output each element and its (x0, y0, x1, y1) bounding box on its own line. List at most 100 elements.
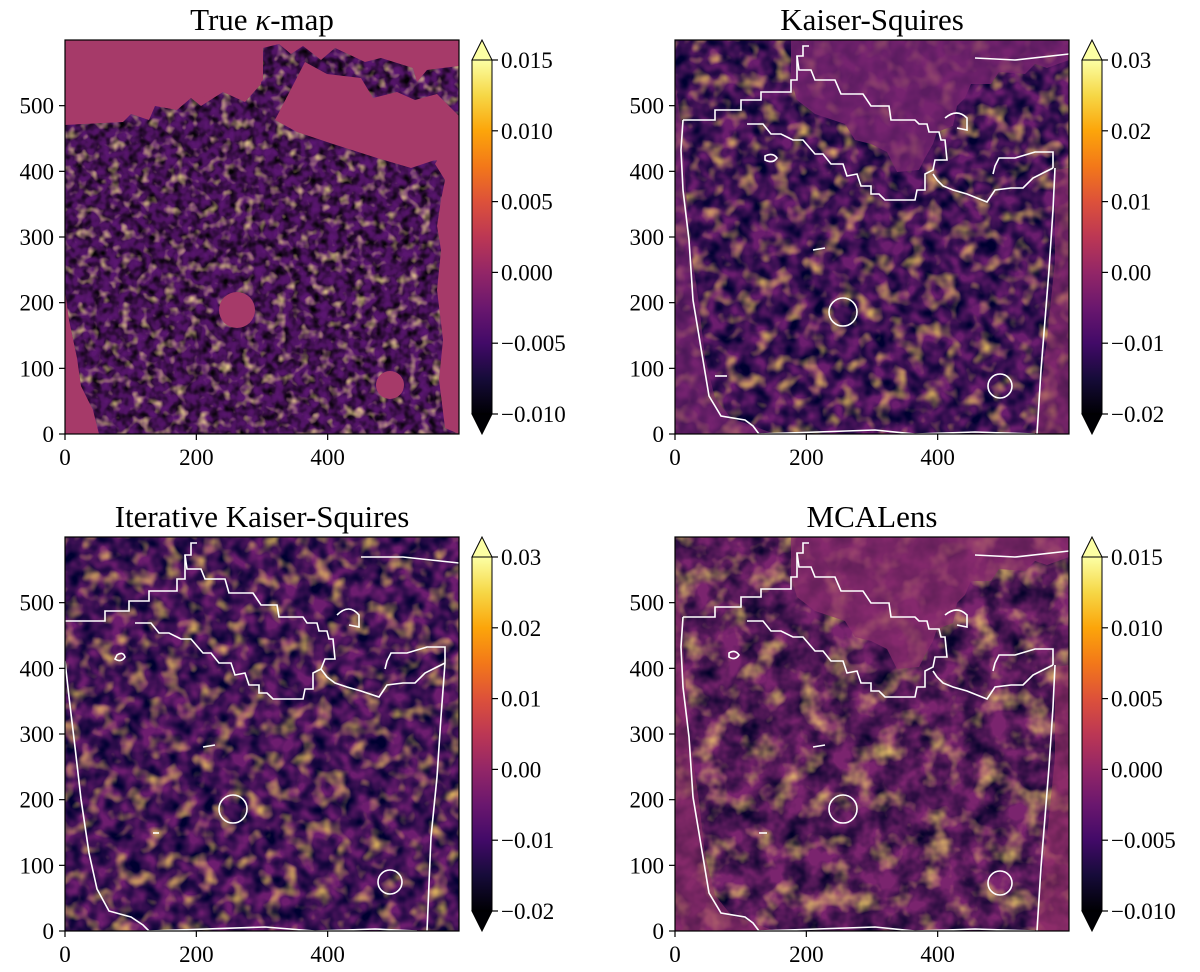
y-tick-label: 400 (630, 159, 665, 184)
colorbar-extend-min (471, 413, 493, 436)
x-tick-label: 200 (789, 942, 824, 967)
y-tick-label: 100 (20, 853, 55, 878)
y-tick-label: 100 (20, 356, 55, 381)
colorbar-tick-label: −0.005 (1111, 828, 1176, 853)
axes-iks: Iterative Kaiser-Squires 0 200 400 0 100 200 30… (20, 499, 555, 967)
mask-outline (680, 542, 1069, 931)
masked-region (275, 62, 459, 168)
colorbar-tick-label: −0.02 (1111, 402, 1164, 427)
colorbar-extend-max (1081, 38, 1103, 61)
colorbar-tick-label: −0.010 (501, 402, 566, 427)
colorbar-extend-max (1081, 535, 1103, 558)
panel-mcalens (675, 537, 1069, 931)
y-tick-label: 0 (653, 919, 665, 944)
panel-iterative-kaiser-squires (65, 537, 459, 931)
colorbar-tick-label: 0.010 (1111, 616, 1163, 641)
title-prefix: True (190, 2, 255, 37)
colorbar-tick-label: 0.00 (501, 757, 541, 782)
y-tick-label: 500 (630, 94, 665, 119)
y-tick-label: 0 (653, 422, 665, 447)
colorbar-extend-min (1081, 910, 1103, 933)
colorbar: 0.03 0.02 0.01 0.00 −0.01 −0.02 (471, 535, 554, 933)
title-suffix: -map (270, 2, 334, 37)
y-tick-label: 500 (630, 591, 665, 616)
colorbar-tick-label: 0.03 (501, 545, 541, 570)
colorbar-tick-label: −0.010 (1111, 899, 1176, 924)
colorbar-tick-label: 0.01 (501, 687, 541, 712)
x-tick-label: 400 (920, 445, 955, 470)
colorbar-gradient (471, 59, 493, 415)
colorbar-extend-max (471, 535, 493, 558)
colorbar-tick-label: −0.01 (1111, 331, 1164, 356)
x-tick-label: 0 (669, 942, 681, 967)
colorbar-tick-label: 0.000 (1111, 757, 1163, 782)
colorbar-tick-label: −0.01 (501, 828, 554, 853)
colorbar-tick-label: 0.01 (1111, 190, 1151, 215)
y-tick-label: 300 (20, 225, 55, 250)
masked-region (183, 40, 263, 98)
x-tick-label: 0 (59, 942, 71, 967)
masked-region (219, 292, 255, 328)
y-tick-label: 200 (20, 291, 55, 316)
axes-ks: Kaiser-Squires 0 200 400 0 100 200 300 400 500 0.0… (630, 2, 1165, 470)
y-tick-label: 500 (20, 591, 55, 616)
x-tick-label: 400 (920, 942, 955, 967)
y-tick-label: 200 (20, 788, 55, 813)
colorbar: 0.015 0.010 0.005 0.000 −0.005 −0.010 (471, 38, 566, 436)
y-tick-label: 100 (630, 853, 665, 878)
masked-region (376, 371, 404, 399)
colorbar-tick-label: 0.015 (501, 48, 553, 73)
colorbar-tick-label: 0.010 (501, 119, 553, 144)
title-symbol: κ (255, 2, 271, 37)
x-tick-label: 0 (669, 445, 681, 470)
x-tick-label: 200 (179, 445, 214, 470)
y-tick-label: 200 (630, 291, 665, 316)
y-tick-label: 300 (630, 722, 665, 747)
y-tick-label: 300 (630, 225, 665, 250)
colorbar-tick-label: 0.005 (501, 190, 553, 215)
x-tick-label: 0 (59, 445, 71, 470)
y-tick-label: 400 (20, 159, 55, 184)
chart-title: MCALens (807, 499, 938, 534)
y-tick-label: 400 (20, 656, 55, 681)
outside-mask-region (791, 537, 1069, 669)
colorbar-tick-label: 0.03 (1111, 48, 1151, 73)
colorbar-extend-min (1081, 413, 1103, 436)
x-tick-label: 200 (179, 942, 214, 967)
colorbar-tick-label: 0.015 (1111, 545, 1163, 570)
colorbar: 0.015 0.010 0.005 0.000 −0.005 −0.010 (1081, 535, 1176, 933)
y-tick-label: 400 (630, 656, 665, 681)
chart-title: Iterative Kaiser-Squires (115, 499, 410, 534)
y-tick-label: 300 (20, 722, 55, 747)
panel-kaiser-squires (675, 40, 1069, 434)
mask-outline (680, 45, 1069, 434)
colorbar-tick-label: 0.02 (1111, 119, 1151, 144)
y-tick-label: 0 (43, 919, 55, 944)
colorbar: 0.03 0.02 0.01 0.00 −0.01 −0.02 (1081, 38, 1164, 436)
panel-true-kappa-map (65, 40, 459, 434)
colorbar-extend-max (471, 38, 493, 61)
y-tick-label: 500 (20, 94, 55, 119)
outside-mask-region (791, 40, 1069, 172)
y-tick-label: 100 (630, 356, 665, 381)
mask-outline (65, 542, 459, 931)
colorbar-tick-label: 0.005 (1111, 687, 1163, 712)
axes-true: True κ-map 0 200 400 0 100 200 300 400 500 0.015 0.… (20, 2, 566, 470)
chart-title: Kaiser-Squires (780, 2, 964, 37)
y-tick-label: 0 (43, 422, 55, 447)
colorbar-tick-label: −0.02 (501, 899, 554, 924)
chart-title: True κ-map (190, 2, 334, 37)
outside-mask-region (1035, 168, 1069, 434)
outside-mask-region (1035, 665, 1069, 931)
x-tick-label: 400 (310, 445, 345, 470)
heatmap-texture (65, 537, 459, 931)
colorbar-tick-label: −0.005 (501, 331, 566, 356)
colorbar-extend-min (471, 910, 493, 933)
x-tick-label: 400 (310, 942, 345, 967)
colorbar-gradient (1081, 59, 1103, 415)
axes-mca: MCALens 0 200 400 0 100 200 300 400 500 0.015 0.010… (630, 499, 1176, 967)
colorbar-tick-label: 0.02 (501, 616, 541, 641)
y-tick-label: 200 (630, 788, 665, 813)
